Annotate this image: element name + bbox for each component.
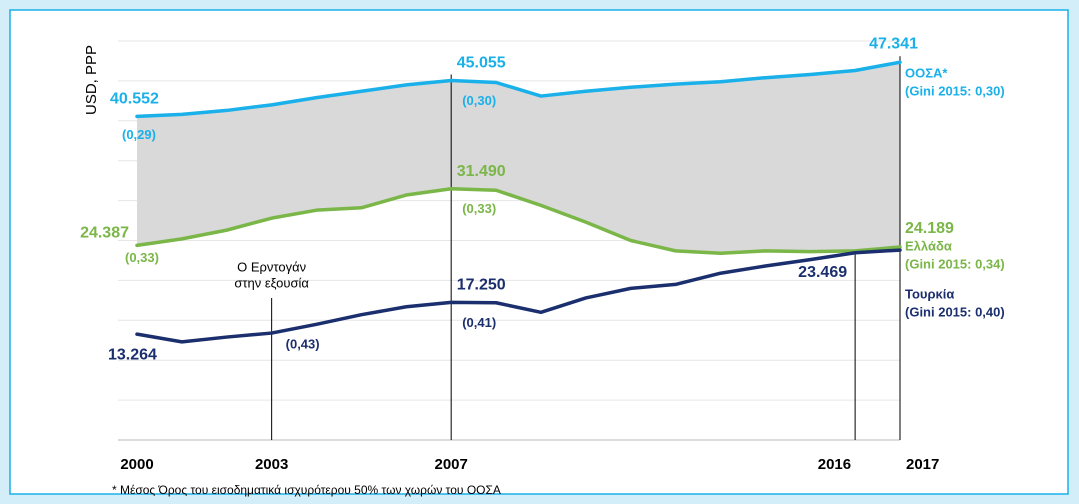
x-tick-label: 2017 xyxy=(906,456,939,473)
annotation: στην εξουσία xyxy=(234,275,309,290)
series-line xyxy=(135,60,902,119)
value-label: 45.055 xyxy=(457,55,506,72)
value-label: 13.264 xyxy=(108,346,157,363)
gap-area xyxy=(137,62,900,254)
value-label: 24.387 xyxy=(80,225,129,242)
x-tick-label: 2003 xyxy=(255,456,288,473)
annotation: Ο Ερντογάν xyxy=(237,259,306,274)
gini-label: (0,29) xyxy=(122,127,156,142)
value-label: 31.490 xyxy=(457,163,506,180)
gini-label: (0,33) xyxy=(462,201,496,216)
gini-label: (0,30) xyxy=(462,93,496,108)
gini-label: (0,33) xyxy=(125,250,159,265)
legend-note: (Gini 2015: 0,34) xyxy=(905,256,1005,271)
value-label: 47.341 xyxy=(869,35,918,52)
legend-name: Τουρκία xyxy=(905,286,954,301)
value-label: 40.552 xyxy=(110,91,159,108)
x-tick-label: 2007 xyxy=(434,456,467,473)
value-label: 24.189 xyxy=(905,220,954,237)
series-line xyxy=(135,186,902,256)
y-axis-label: USD, PPP xyxy=(83,45,100,115)
legend-name: Ελλάδα xyxy=(905,238,952,253)
legend-note: (Gini 2015: 0,40) xyxy=(905,304,1005,319)
x-tick-label: 2016 xyxy=(818,456,851,473)
value-label: 23.469 xyxy=(798,264,847,281)
gini-label: (0,43) xyxy=(286,337,320,352)
series-line xyxy=(135,248,902,344)
x-tick-label: 2000 xyxy=(120,456,153,473)
value-label: 17.250 xyxy=(457,277,506,294)
legend-name: ΟΟΣΑ* xyxy=(905,65,948,80)
legend-note: (Gini 2015: 0,30) xyxy=(905,83,1005,98)
gini-label: (0,41) xyxy=(462,315,496,330)
footnote: * Μέσος Όρος του εισοδηματικά ισχυρότερο… xyxy=(112,483,501,497)
